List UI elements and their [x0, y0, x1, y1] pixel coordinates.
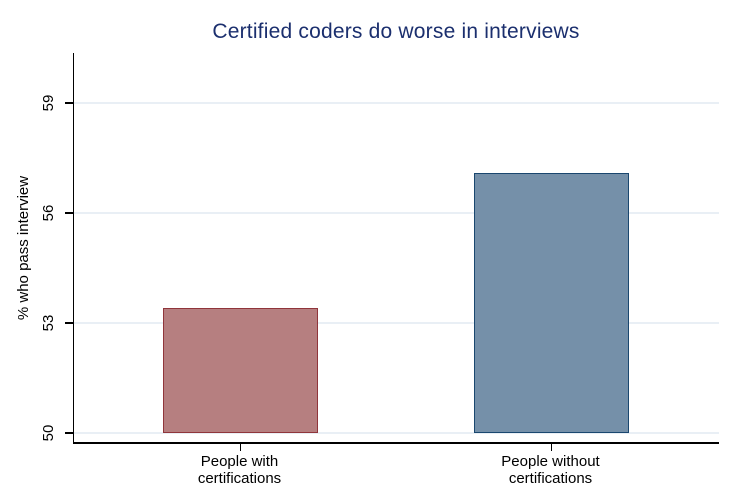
bar-people-without-certifications — [474, 172, 629, 433]
y-tick-mark — [65, 432, 74, 434]
chart-title: Certified coders do worse in interviews — [212, 20, 580, 43]
y-gridline — [74, 322, 719, 324]
y-tick-mark — [65, 322, 74, 324]
y-axis-title: % who pass interview — [15, 175, 32, 321]
bar-people-with-certifications — [163, 308, 318, 433]
x-category-label: People with certifications — [197, 453, 282, 487]
y-tick-label: 59 — [40, 94, 57, 112]
x-tick-mark — [550, 444, 553, 451]
y-gridline — [74, 432, 719, 434]
y-tick-mark — [65, 102, 74, 104]
y-tick-label: 50 — [40, 424, 57, 442]
y-tick-label: 56 — [40, 204, 57, 222]
y-gridline — [74, 102, 719, 104]
x-tick-mark — [239, 444, 242, 451]
y-gridline — [74, 212, 719, 214]
y-tick-label: 53 — [40, 314, 57, 332]
y-tick-mark — [65, 212, 74, 214]
plot-area: 50 53 56 59 — [40, 53, 719, 451]
x-category-label: People without certifications — [501, 453, 600, 487]
